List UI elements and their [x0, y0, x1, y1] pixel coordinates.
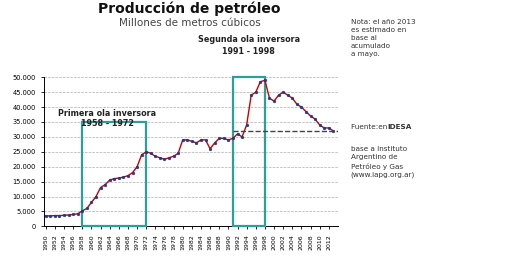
Bar	[233, 77, 265, 226]
Text: Producción de petróleo: Producción de petróleo	[98, 1, 281, 16]
Text: en: en	[376, 124, 388, 130]
Text: Fuente:: Fuente:	[351, 124, 380, 130]
Text: Primera ola inversora
1958 - 1972: Primera ola inversora 1958 - 1972	[58, 108, 157, 128]
Text: Millones de metros cúbicos: Millones de metros cúbicos	[119, 18, 260, 28]
Text: 1991 - 1998: 1991 - 1998	[223, 47, 275, 56]
Text: IDESA: IDESA	[388, 124, 412, 130]
Text: base a Instituto
Argentino de
Petróleo y Gas
(www.iapg.org.ar): base a Instituto Argentino de Petróleo y…	[351, 146, 415, 178]
Text: Segunda ola inversora: Segunda ola inversora	[198, 34, 300, 44]
Text: Nota: el año 2013
es estimado en
base al
acumulado
a mayo.: Nota: el año 2013 es estimado en base al…	[351, 19, 415, 57]
Bar	[82, 122, 146, 226]
